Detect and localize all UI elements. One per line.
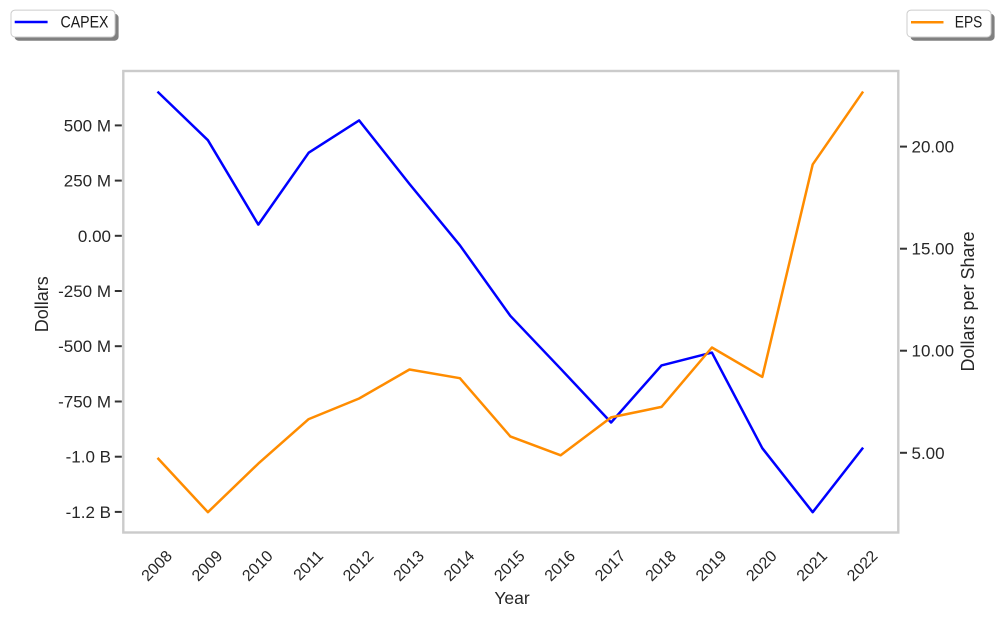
svg-text:20.00: 20.00 [912,138,955,157]
svg-text:250 M: 250 M [64,172,111,191]
svg-text:10.00: 10.00 [912,342,955,361]
svg-text:500 M: 500 M [64,116,111,135]
svg-text:15.00: 15.00 [912,240,955,259]
svg-text:-1.2 B: -1.2 B [66,503,111,522]
svg-text:Year: Year [494,588,530,608]
svg-text:0.00: 0.00 [78,227,111,246]
svg-text:-250 M: -250 M [58,282,111,301]
svg-text:CAPEX: CAPEX [61,14,109,32]
svg-text:Dollars: Dollars [32,276,52,332]
svg-text:-750 M: -750 M [58,393,111,412]
svg-text:Dollars per Share: Dollars per Share [958,231,978,371]
svg-text:-1.0 B: -1.0 B [66,448,111,467]
svg-text:EPS: EPS [955,14,983,32]
svg-text:-500 M: -500 M [58,337,111,356]
svg-text:5.00: 5.00 [912,444,945,463]
